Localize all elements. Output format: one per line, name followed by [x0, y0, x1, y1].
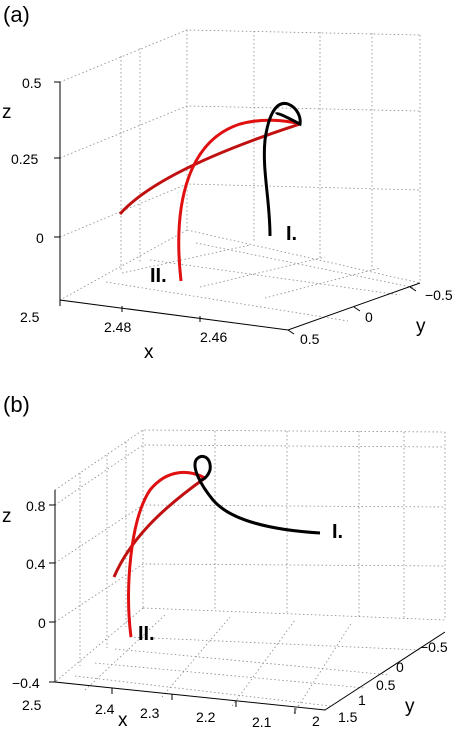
y-tick-b-3: 1 [358, 692, 366, 708]
y-tick-b-0: −0.5 [420, 639, 448, 655]
y-axis-label-b: y [405, 696, 415, 717]
grid-a [59, 29, 421, 322]
y-tick-b-1: 0 [396, 659, 404, 675]
z-tick-b-3: −0.4 [12, 675, 40, 691]
z-tick-a-1: 0.25 [11, 151, 38, 167]
y-tick-b-4: 1.5 [338, 709, 358, 725]
panel-a: (a) 0.5 0.25 0 2.5 2.48 2.46 −0.5 0 0.5 … [2, 2, 453, 363]
x-tick-b-4: 2.1 [252, 714, 272, 730]
curve-b-black-I [193, 454, 321, 535]
z-axis-label-b: z [2, 506, 12, 527]
z-axis-label-a: z [2, 102, 12, 123]
x-tick-b-2: 2.3 [140, 705, 160, 721]
y-axis-label-a: y [416, 316, 426, 337]
z-tick-b-1: 0.4 [26, 556, 46, 572]
x-tick-a-2: 2.46 [200, 329, 227, 345]
x-tick-b-3: 2.2 [196, 709, 216, 725]
y-tick-a-0: −0.5 [425, 287, 453, 303]
x-tick-b-0: 2.5 [22, 697, 42, 713]
curve-a-black-I [262, 102, 302, 237]
x-tick-b-5: 2 [312, 713, 320, 729]
panel-b: (b) 0.8 0.4 0 −0.4 2.5 2.4 2.3 2.2 2.1 2… [2, 392, 448, 731]
y-tick-b-2: 0.5 [376, 677, 396, 693]
z-tick-b-2: 0 [38, 615, 46, 631]
x-axis-label-b: x [118, 710, 128, 731]
curves-b [112, 454, 321, 638]
curve-a-dark-red [118, 122, 301, 215]
curve-b-red-II [127, 470, 206, 638]
curve-b-dark-red [112, 476, 206, 578]
x-axis-label-a: x [144, 342, 154, 363]
y-tick-a-2: 0.5 [300, 331, 320, 347]
z-tick-b-0: 0.8 [26, 498, 46, 514]
y-tick-a-1: 0 [365, 309, 373, 325]
z-tick-a-0: 0.5 [22, 75, 42, 91]
curve-a-red-II [177, 118, 301, 282]
curve-label-b-I: I. [332, 521, 343, 543]
curve-label-b-II: II. [138, 623, 155, 645]
x-tick-a-1: 2.48 [104, 319, 131, 335]
panel-label-a: (a) [3, 2, 30, 27]
axes-a [54, 81, 421, 335]
curve-label-a-I: I. [286, 223, 297, 245]
z-tick-a-2: 0 [36, 230, 44, 246]
x-tick-a-0: 2.5 [20, 309, 40, 325]
curve-label-a-II: II. [150, 265, 167, 287]
panel-label-b: (b) [3, 392, 30, 417]
axes-b [49, 490, 446, 714]
curves-a [118, 102, 302, 282]
x-tick-b-1: 2.4 [95, 701, 115, 717]
